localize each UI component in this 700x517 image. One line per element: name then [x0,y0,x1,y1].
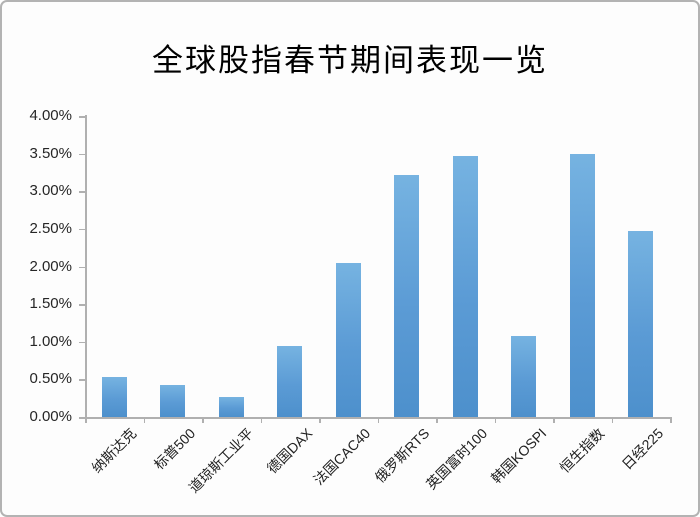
bar-5 [335,263,361,417]
y-axis-tick [79,379,85,381]
x-axis-tick [670,417,672,423]
bar-6 [394,175,420,417]
y-axis-tick [79,304,85,306]
x-axis-tick [202,417,204,423]
x-axis-tick [436,417,438,423]
y-axis-tick [79,153,85,156]
chart-title: 全球股指春节期间表现一览 [152,43,548,78]
bar-9 [569,154,595,417]
y-axis-tick-label: 1.50% [29,295,72,313]
x-axis-tick [553,417,555,423]
x-axis-tick [611,417,613,423]
y-axis-tick-label: 2.00% [29,257,72,275]
y-axis-tick [79,191,85,193]
bar-8 [511,336,537,417]
bar-1 [101,377,127,417]
y-axis-tick-label: 0.00% [29,408,72,425]
y-axis-tick [79,266,85,268]
bar-4 [277,345,303,417]
y-axis-tick-label: 4.00% [29,107,72,124]
x-axis-tick [85,417,87,423]
y-axis-tick-label: 0.50% [29,370,72,388]
x-axis-tick [377,417,379,423]
y-axis-tick-label: 3.50% [29,144,72,162]
x-axis-tick [319,417,321,423]
x-axis-tick [143,417,145,423]
y-axis-tick-label: 3.00% [29,182,72,200]
x-axis-tick [494,417,496,423]
y-axis-tick [79,341,85,344]
y-axis-tick [79,116,85,118]
bar-3 [218,396,244,417]
x-axis-tick [260,417,262,423]
bar-7 [452,155,478,417]
y-axis-tick [79,228,85,231]
bar-2 [160,385,186,417]
bar-10 [628,231,654,417]
y-axis-tick-label: 2.50% [29,219,72,237]
y-axis-line [85,115,87,418]
y-axis-tick [79,417,85,419]
y-axis-tick-label: 1.00% [29,332,72,350]
